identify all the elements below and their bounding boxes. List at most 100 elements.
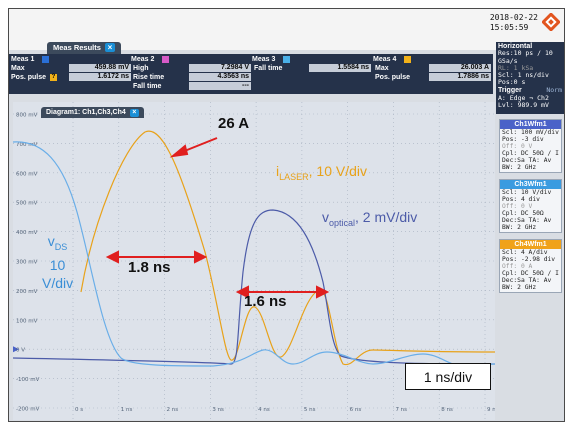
meas2-swatch [162,55,170,63]
y-tick-label: 500 mV [16,201,38,207]
meas-header-2: Meas 2 [131,56,155,63]
arrow-26a-head [169,144,189,158]
meas-row: Fall time --- [9,82,493,91]
meas-label: Pos. pulse [11,74,47,81]
channel-line: Pos: 4 div [502,196,540,204]
annotation-peak-current: 26 A [218,115,250,132]
date: 2018-02-22 [489,13,538,22]
y-tick-label: 300 mV [16,260,38,266]
meas-header-4: Meas 4 [373,56,397,63]
channel-line: Off: 0 V [502,143,533,151]
channel-title: Ch4Wfm1 [500,240,561,249]
meas1-swatch [42,55,50,63]
horizontal-panel[interactable]: Horizontal Res:10 ps / 10 GSa/s RL: 1 kS… [496,42,564,114]
x-tick-label: 2 ns [167,407,179,413]
x-tick-label: 1 ns [121,407,133,413]
x-tick-label: 4 ns [258,407,270,413]
y-tick-label: 400 mV [16,230,38,236]
channel-line: Dec:Sa TA: Av [502,217,552,225]
meas-results-tab[interactable]: Meas Results × [47,42,121,54]
annotation-voptical: voptical, 2 mV/div [322,209,418,228]
meas-value: 1.6172 ns [69,73,131,81]
channel-line: Cpl: DC 50Ω / INV [502,150,559,158]
meas-row: Pos. pulse? 1.6172 ns Rise time 4.3563 n… [9,73,493,82]
arrow-1-6ns-head-left [235,285,249,299]
annotation-timebase: 1 ns/div [405,363,491,390]
meas-label: High [133,65,149,72]
channel-line: Scl: 4 A/div [502,249,548,256]
meas-header-1: Meas 1 [11,56,35,63]
channel-box-ch1[interactable]: Ch1Wfm1 Scl: 100 mV/div Pos: -3 div Off:… [499,119,562,173]
meas-row: Max 459.88 mV High 7.2984 V Fall time 1.… [9,64,493,73]
channel-line: Pos: -3 div [502,136,544,144]
x-tick-label: 6 ns [350,407,362,413]
meas-value: 1.5584 ns [309,64,371,72]
channel-line: BW: 2 GHz [502,284,537,292]
close-icon[interactable]: × [129,109,139,117]
annotation-width-2: 1.6 ns [244,293,287,310]
y-tick-label: 800 mV [16,113,38,119]
meas4-swatch [404,55,412,63]
channel-line: Cpl: DC 50Ω [502,210,544,218]
channel-line: Off: 0 A [502,263,533,271]
meas-label: Rise time [133,74,165,81]
meas-header-row: Meas 1 Meas 2 Meas 3 Meas 4 [9,55,493,64]
waveform-ch3-vds [13,141,495,367]
y-tick-label: -100 mV [16,377,40,383]
arrow-1-8ns-head-left [105,250,119,264]
y-tick-label: 0 V [16,348,25,354]
trigger-line: A: Edge ¬ Ch2 [498,93,549,102]
channel-box-ch3[interactable]: Ch3Wfm1 Scl: 10 V/div Pos: 4 div Off: 0 … [499,179,562,233]
channel-line: Scl: 10 V/div [502,189,552,196]
channel-line: Pos: -2.98 div [502,256,556,264]
channel-line: Dec:Sa TA: Av [502,277,552,285]
diagram-tab-label: Diagram1: Ch1,Ch3,Ch4 [46,109,126,116]
trigger-mode: Norm [546,85,562,94]
horizontal-line: RL: 1 kSa [498,63,534,72]
warning-icon: ? [50,73,58,81]
waveform-ch1-voptical [13,209,495,365]
horizontal-line: Res:10 ps / 10 GSa/s [498,49,553,65]
channel-line: Dec:Sa TA: Av [502,157,552,165]
meas3-swatch [283,55,291,63]
meas-results-tab-label: Meas Results [53,43,101,52]
x-tick-label: 3 ns [212,407,224,413]
y-tick-label: 200 mV [16,289,38,295]
x-tick-label: 0 s [75,407,83,413]
y-tick-label: 600 mV [16,171,38,177]
y-tick-label: -200 mV [16,407,40,413]
horizontal-title: Horizontal [498,43,533,50]
meas-label: Fall time [133,83,162,90]
close-icon[interactable]: × [104,43,115,52]
oscilloscope-screen: 2018-02-22 15:05:59 Meas Results × Meas 1… [8,8,565,422]
channel-line: BW: 2 GHz [502,224,537,232]
meas-value: --- [189,82,251,90]
trigger-line: Lvl: 989.9 mV [498,101,549,110]
channel-line: Off: 0 V [502,203,533,211]
meas-label: Fall time [254,65,283,72]
channel-title: Ch3Wfm1 [500,180,561,189]
y-tick-label: 100 mV [16,318,38,324]
channel-title: Ch1Wfm1 [500,120,561,129]
annotation-ilaser: iLASER, 10 V/div [276,163,368,182]
channel-box-ch4[interactable]: Ch4Wfm1 Scl: 4 A/div Pos: -2.98 div Off:… [499,239,562,293]
meas-header-3: Meas 3 [252,56,276,63]
meas-value: 7.2984 V [189,64,251,72]
annotation-vds: vDS 10 V/div [42,233,74,291]
x-tick-label: 7 ns [395,407,407,413]
x-tick-label: 5 ns [304,407,316,413]
arrow-1-8ns-head-right [194,250,208,264]
meas-results-table: Meas 1 Meas 2 Meas 3 Meas 4 Max 459.88 m… [9,54,493,94]
meas-label: Max [375,65,389,72]
horizontal-line: Scl: 1 ns/div [498,71,549,80]
diagram-tab[interactable]: Diagram1: Ch1,Ch3,Ch4 × [41,107,144,118]
annotation-width-1: 1.8 ns [128,259,171,276]
channel-line: BW: 2 GHz [502,164,537,172]
ch1-offset-marker-icon [13,346,19,353]
meas-label: Pos. pulse [375,74,411,81]
channel-line: Scl: 100 mV/div [502,129,559,136]
meas-value: 26.003 A [429,64,491,72]
y-tick-label: 700 mV [16,142,38,148]
time: 15:05:59 [489,23,529,32]
arrow-1-6ns-head-right [316,285,330,299]
